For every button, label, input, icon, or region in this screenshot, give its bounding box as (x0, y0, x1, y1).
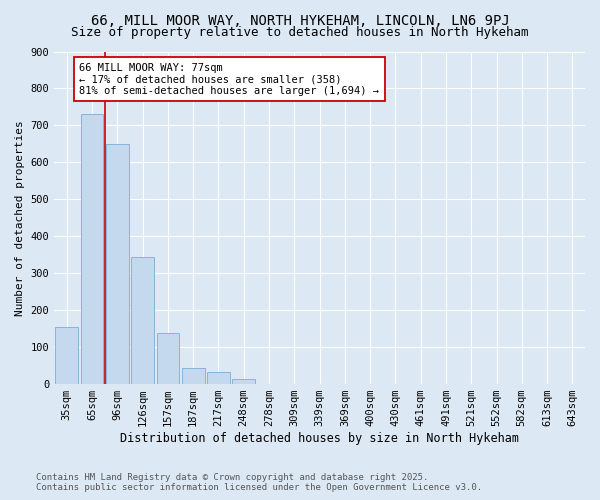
Bar (106, 144, 129, 384)
Bar (207, 372, 230, 384)
Text: 66, MILL MOOR WAY, NORTH HYKEHAM, LINCOLN, LN6 9PJ: 66, MILL MOOR WAY, NORTH HYKEHAM, LINCOL… (91, 14, 509, 28)
Bar (232, 378, 255, 384)
Bar (182, 368, 205, 384)
Bar (81, 114, 103, 384)
X-axis label: Distribution of detached houses by size in North Hykeham: Distribution of detached houses by size … (120, 432, 519, 445)
Text: Size of property relative to detached houses in North Hykeham: Size of property relative to detached ho… (71, 26, 529, 39)
Text: Contains HM Land Registry data © Crown copyright and database right 2025.
Contai: Contains HM Land Registry data © Crown c… (36, 473, 482, 492)
Y-axis label: Number of detached properties: Number of detached properties (15, 120, 25, 316)
Text: 66 MILL MOOR WAY: 77sqm
← 17% of detached houses are smaller (358)
81% of semi-d: 66 MILL MOOR WAY: 77sqm ← 17% of detache… (79, 62, 379, 96)
Bar (55, 327, 78, 384)
Bar (131, 256, 154, 384)
Bar (157, 333, 179, 384)
